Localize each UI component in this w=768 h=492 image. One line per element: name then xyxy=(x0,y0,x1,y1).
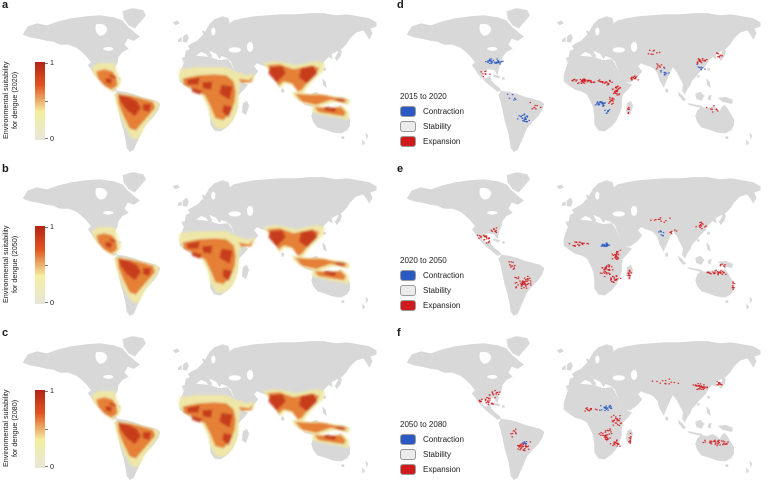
panel-a: a Environmental suitability for dengue (2… xyxy=(0,0,384,164)
legend-row-expansion: Expansion xyxy=(400,136,464,147)
colorbar-2020: Environmental suitability for dengue (202… xyxy=(0,48,62,152)
colorbar-max: 1 xyxy=(50,386,54,395)
panel-letter-d: d xyxy=(397,0,404,11)
map-suitability-2050 xyxy=(22,172,377,316)
legend-row-contraction: Contraction xyxy=(400,434,464,445)
panel-d: d 2015 to 2020 Contraction Stability Exp… xyxy=(384,0,768,164)
contraction-swatch xyxy=(400,106,416,117)
colorbar-min: 0 xyxy=(50,298,54,307)
legend-2015-2020: 2015 to 2020 Contraction Stability Expan… xyxy=(400,92,464,151)
map-change-2050-2080 xyxy=(406,336,761,480)
stability-swatch xyxy=(400,121,416,132)
legend-title: 2015 to 2020 xyxy=(400,92,447,101)
colorbar-min: 0 xyxy=(50,134,54,143)
map-suitability-2080 xyxy=(22,336,377,480)
expansion-swatch xyxy=(400,136,416,147)
axis-label-2020: Environmental suitability for dengue (202… xyxy=(1,61,19,139)
colorbar-2080: Environmental suitability for dengue (208… xyxy=(0,376,62,480)
legend-row-expansion: Expansion xyxy=(400,300,464,311)
panel-e: e 2020 to 2050 Contraction Stability Exp… xyxy=(384,164,768,328)
legend-row-stability: Stability xyxy=(400,121,464,132)
axis-label-2080: Environmental suitability for dengue (208… xyxy=(1,389,19,467)
legend-2050-2080: 2050 to 2080 Contraction Stability Expan… xyxy=(400,420,464,479)
map-change-2015-2020 xyxy=(406,8,761,152)
map-suitability-2020 xyxy=(22,8,377,152)
colorbar-max: 1 xyxy=(50,222,54,231)
expansion-swatch xyxy=(400,464,416,475)
panel-b: b Environmental suitability for dengue (2… xyxy=(0,164,384,328)
panel-letter-b: b xyxy=(2,164,9,175)
contraction-swatch xyxy=(400,270,416,281)
stability-swatch xyxy=(400,449,416,460)
legend-row-stability: Stability xyxy=(400,449,464,460)
panel-letter-f: f xyxy=(397,328,401,339)
legend-row-stability: Stability xyxy=(400,285,464,296)
expansion-swatch xyxy=(400,300,416,311)
colorbar-min: 0 xyxy=(50,462,54,471)
panel-letter-a: a xyxy=(2,0,9,11)
map-change-2020-2050 xyxy=(406,172,761,316)
legend-2020-2050: 2020 to 2050 Contraction Stability Expan… xyxy=(400,256,464,315)
stability-swatch xyxy=(400,285,416,296)
legend-row-contraction: Contraction xyxy=(400,270,464,281)
colorbar-gradient xyxy=(35,390,45,468)
panel-letter-c: c xyxy=(2,328,9,339)
legend-row-contraction: Contraction xyxy=(400,106,464,117)
legend-title: 2050 to 2080 xyxy=(400,420,447,429)
colorbar-max: 1 xyxy=(50,58,54,67)
panel-letter-e: e xyxy=(397,164,404,175)
contraction-swatch xyxy=(400,434,416,445)
legend-title: 2020 to 2050 xyxy=(400,256,447,265)
panel-c: c Environmental suitability for dengue (2… xyxy=(0,328,384,492)
axis-label-2050: Environmental suitability for dengue (205… xyxy=(1,225,19,303)
colorbar-2050: Environmental suitability for dengue (205… xyxy=(0,212,62,316)
colorbar-gradient xyxy=(35,62,45,140)
colorbar-gradient xyxy=(35,226,45,304)
panel-f: f 2050 to 2080 Contraction Stability Exp… xyxy=(384,328,768,492)
legend-row-expansion: Expansion xyxy=(400,464,464,475)
